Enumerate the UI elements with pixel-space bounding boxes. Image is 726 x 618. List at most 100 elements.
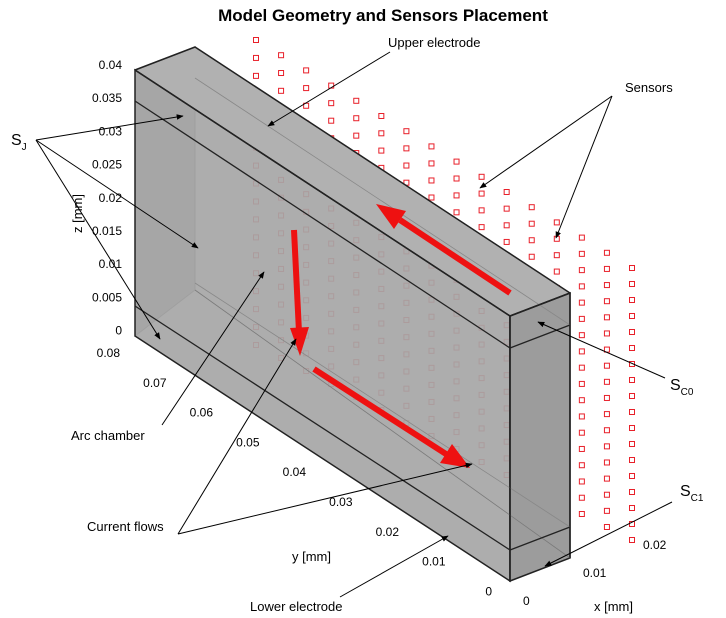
y-tick-label: 0.01 bbox=[422, 555, 446, 569]
sensors-label: Sensors bbox=[625, 80, 673, 95]
y-tick-label: 0.05 bbox=[236, 435, 260, 449]
sensor-marker bbox=[478, 190, 485, 197]
sensor-marker bbox=[603, 475, 610, 482]
sensor-marker bbox=[378, 113, 385, 119]
sensor-marker bbox=[629, 537, 635, 543]
sensor-marker bbox=[629, 297, 635, 303]
sensor-marker bbox=[603, 459, 610, 466]
sensor-marker bbox=[629, 441, 635, 447]
y-tick-label: 0.07 bbox=[143, 376, 167, 390]
sensor-marker bbox=[253, 54, 259, 61]
y-axis-label: y [mm] bbox=[292, 549, 331, 564]
sensor-marker bbox=[578, 494, 585, 501]
y-tick-label: 0.08 bbox=[97, 346, 121, 360]
sensor-marker bbox=[603, 443, 610, 450]
upper-electrode-line bbox=[134, 100, 511, 349]
sensor-marker bbox=[403, 162, 410, 169]
sensor-marker bbox=[629, 361, 635, 367]
x-tick-label: 0.01 bbox=[583, 566, 607, 580]
y-tick-label: 0.06 bbox=[190, 406, 214, 420]
sensor-marker bbox=[578, 364, 585, 371]
sensor-marker bbox=[253, 37, 259, 43]
arc-chamber-box bbox=[133, 46, 572, 583]
sensor-marker bbox=[603, 265, 610, 272]
upper-electrode-label: Upper electrode bbox=[388, 35, 481, 50]
sensor-marker bbox=[453, 209, 460, 216]
lower-electrode-label: Lower electrode bbox=[250, 599, 343, 614]
sensor-marker bbox=[578, 429, 585, 436]
sensor-marker bbox=[353, 97, 360, 104]
y-tick-label: 0.03 bbox=[329, 495, 353, 509]
sensor-marker bbox=[603, 298, 610, 305]
sensor-marker bbox=[603, 378, 610, 385]
sensor-marker bbox=[578, 315, 585, 322]
y-tick-label: 0 bbox=[485, 584, 492, 598]
sc0-label: SC0 bbox=[670, 377, 694, 398]
sensor-marker bbox=[553, 219, 560, 226]
sensor-marker bbox=[428, 194, 435, 201]
sensor-marker bbox=[629, 505, 635, 511]
sensor-marker bbox=[528, 204, 535, 211]
lower-electrode-line bbox=[134, 305, 511, 551]
sensor-marker bbox=[578, 478, 585, 485]
sensor-marker bbox=[403, 145, 410, 152]
z-tick-label: 0.01 bbox=[99, 257, 123, 271]
sensor-marker bbox=[578, 511, 585, 517]
arrow-head-lower bbox=[440, 444, 470, 468]
sensor-marker bbox=[378, 130, 385, 137]
x-axis-ticks: 0 0.01 0.02 bbox=[523, 538, 667, 608]
sensor-marker bbox=[629, 345, 635, 351]
x-tick-label: 0.02 bbox=[643, 538, 667, 552]
sensor-marker bbox=[578, 413, 585, 420]
sensor-marker bbox=[603, 330, 610, 337]
y-tick-label: 0.02 bbox=[376, 525, 400, 539]
sensor-marker bbox=[328, 117, 335, 124]
sensor-marker bbox=[629, 457, 635, 463]
sensor-marker bbox=[303, 85, 310, 92]
x-axis-label: x [mm] bbox=[594, 599, 633, 614]
sensor-marker bbox=[578, 234, 585, 241]
sensor-marker bbox=[603, 282, 610, 289]
z-tick-label: 0.015 bbox=[92, 224, 122, 238]
sensor-marker bbox=[603, 394, 610, 401]
z-tick-label: 0.03 bbox=[99, 124, 123, 138]
sensor-marker bbox=[629, 281, 635, 287]
sensor-marker bbox=[629, 425, 635, 431]
z-axis-label: z [mm] bbox=[70, 194, 85, 233]
sensor-marker bbox=[603, 411, 610, 418]
z-tick-label: 0.035 bbox=[92, 91, 122, 105]
sensor-marker bbox=[353, 132, 360, 139]
sensor-marker bbox=[503, 222, 510, 229]
sensor-marker bbox=[629, 409, 635, 415]
sensor-marker bbox=[578, 462, 585, 469]
current-flow-arrows bbox=[290, 204, 512, 468]
sensor-marker bbox=[353, 115, 360, 122]
y-axis-ticks: 0.08 0.07 0.06 0.05 0.04 0.03 0.02 0.01 0 bbox=[97, 346, 493, 598]
sensor-marker bbox=[453, 175, 460, 182]
sensor-marker bbox=[503, 205, 510, 212]
z-axis-ticks: 0.04 0.035 0.03 0.025 0.02 0.015 0.01 0.005 0 bbox=[92, 58, 122, 338]
sensor-marker bbox=[629, 329, 635, 335]
sensor-marker bbox=[503, 189, 510, 195]
sensor-marker bbox=[428, 143, 435, 150]
sensor-marker bbox=[453, 192, 460, 199]
y-tick-label: 0.04 bbox=[283, 465, 307, 479]
sensor-marker bbox=[528, 237, 535, 244]
sensor-marker bbox=[578, 445, 585, 452]
sensor-marker bbox=[378, 147, 385, 154]
sc1-label: SC1 bbox=[680, 483, 704, 504]
sensor-marker bbox=[503, 238, 510, 245]
sensor-marker bbox=[578, 267, 585, 274]
z-tick-label: 0 bbox=[115, 324, 122, 338]
sensor-marker bbox=[603, 491, 610, 498]
z-tick-label: 0.025 bbox=[92, 158, 122, 172]
sensor-marker bbox=[603, 362, 610, 369]
sensor-marker bbox=[553, 252, 560, 259]
sensor-marker bbox=[403, 128, 410, 135]
arrow-head-vertical bbox=[290, 327, 309, 356]
sensor-marker bbox=[278, 70, 285, 77]
sensor-marker bbox=[578, 283, 585, 290]
sensor-marker bbox=[578, 397, 585, 404]
x-tick-label: 0 bbox=[523, 594, 530, 608]
